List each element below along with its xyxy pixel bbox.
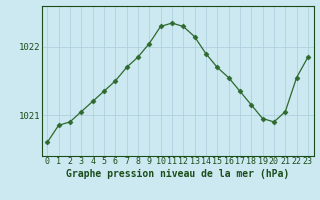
X-axis label: Graphe pression niveau de la mer (hPa): Graphe pression niveau de la mer (hPa) (66, 169, 289, 179)
